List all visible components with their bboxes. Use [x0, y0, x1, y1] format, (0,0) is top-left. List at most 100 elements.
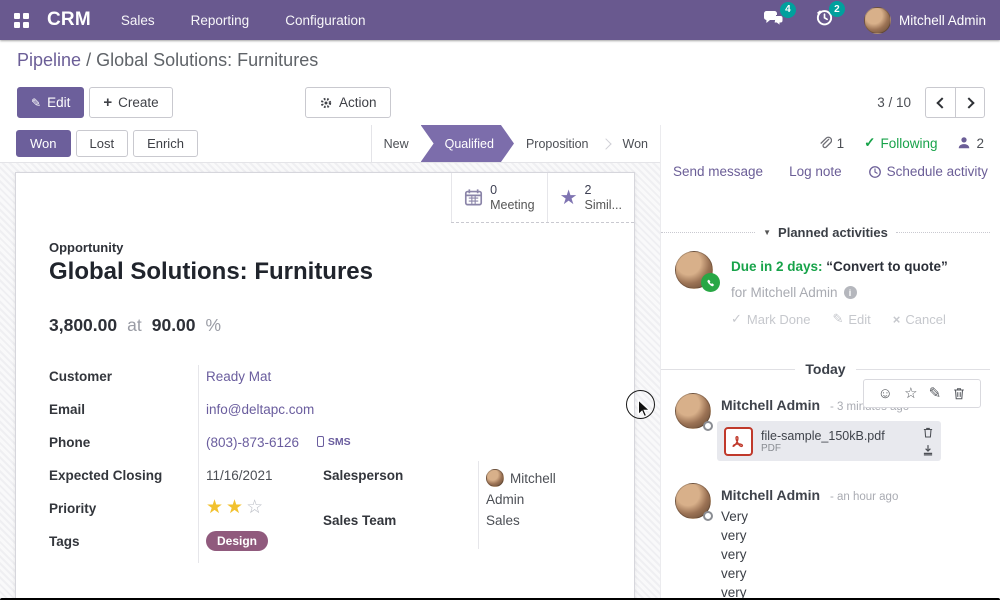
- create-button[interactable]: + Create: [89, 87, 173, 118]
- dotted-line: [661, 232, 756, 233]
- today-divider: Today: [661, 361, 991, 377]
- similar-label: Simil...: [584, 197, 623, 212]
- pager-next-button[interactable]: [955, 87, 985, 118]
- menu-sales[interactable]: Sales: [120, 12, 155, 28]
- pager-count: 3 / 10: [877, 95, 911, 110]
- log-note-button[interactable]: Log note: [789, 164, 842, 179]
- meeting-count: 0: [490, 182, 498, 197]
- activity-cancel-button[interactable]: × Cancel: [892, 311, 946, 327]
- message-hover-toolbar: ☺ ☆ ✎: [863, 379, 981, 408]
- chatter-panel: 1 ✓ Following 2 Send message Log note Sc…: [660, 125, 1000, 600]
- star-empty-icon[interactable]: ☆: [246, 497, 267, 518]
- stage-won[interactable]: Won: [622, 136, 648, 151]
- apps-grid-icon[interactable]: [14, 12, 29, 28]
- sales-team-value[interactable]: Sales: [486, 513, 520, 528]
- message-body-line: Very: [721, 509, 749, 524]
- star-icon: ★: [559, 186, 578, 209]
- breadcrumb-current: Global Solutions: Furnitures: [96, 50, 319, 70]
- message-time: - an hour ago: [829, 491, 899, 503]
- mouse-cursor-icon: [637, 399, 651, 418]
- salesperson-value[interactable]: Mitchell Admin: [486, 469, 556, 507]
- mark-lost-button[interactable]: Lost: [75, 130, 129, 157]
- form-sheet: 0 Meeting ★ 2 Simil... Opportunity Globa…: [15, 172, 635, 600]
- planned-activities-toggle[interactable]: ▼ Planned activities: [763, 225, 888, 240]
- phone-value[interactable]: (803)-873-6126 SMS: [206, 435, 351, 450]
- priority-stars[interactable]: ★★☆: [206, 496, 266, 519]
- menu-reporting[interactable]: Reporting: [190, 12, 250, 28]
- action-button[interactable]: Action: [305, 87, 391, 118]
- phone-label: Phone: [49, 435, 91, 450]
- statusbar: Won Lost Enrich New Qualified Propositio…: [0, 125, 660, 163]
- star-filled-icon[interactable]: ★: [206, 497, 227, 518]
- attachment-card[interactable]: file-sample_150kB.pdf PDF: [717, 421, 941, 461]
- today-label: Today: [805, 361, 846, 377]
- pager-previous-button[interactable]: [925, 87, 955, 118]
- user-menu[interactable]: Mitchell Admin: [863, 6, 986, 34]
- schedule-activity-button[interactable]: Schedule activity: [868, 164, 988, 179]
- stage-new[interactable]: New: [383, 136, 409, 151]
- message-body-line: very: [721, 547, 747, 562]
- person-icon: [959, 137, 970, 149]
- priority-label: Priority: [49, 501, 97, 516]
- mark-done-button[interactable]: ✓ Mark Done: [731, 311, 811, 327]
- following-button[interactable]: ✓ Following: [864, 135, 938, 151]
- control-panel: Pipeline / Global Solutions: Furnitures …: [0, 40, 1000, 125]
- message-body-line: very: [721, 566, 747, 581]
- send-message-button[interactable]: Send message: [673, 164, 764, 179]
- delete-attachment-icon[interactable]: [922, 426, 934, 439]
- form-column: Won Lost Enrich New Qualified Propositio…: [0, 125, 660, 600]
- field-separator-line-right: [478, 461, 479, 549]
- pager: 3 / 10: [877, 87, 985, 118]
- activity-due: Due in 2 days:: [731, 259, 823, 274]
- attachment-filename: file-sample_150kB.pdf: [761, 428, 885, 443]
- app-name[interactable]: CRM: [47, 9, 91, 30]
- activity-actions: ✓ Mark Done ✎ Edit × Cancel: [731, 311, 946, 327]
- similar-leads-stat-button[interactable]: ★ 2 Simil...: [546, 173, 634, 222]
- clock-icon: [868, 165, 881, 178]
- edit-message-icon[interactable]: ✎: [928, 385, 942, 402]
- stage-proposition[interactable]: Proposition: [525, 136, 589, 151]
- opportunity-title: Global Solutions: Furnitures: [49, 258, 373, 285]
- tag-design[interactable]: Design: [206, 531, 269, 551]
- mark-won-button[interactable]: Won: [16, 130, 71, 157]
- status-ring-icon: [703, 511, 713, 521]
- menu-configuration[interactable]: Configuration: [285, 12, 366, 28]
- message-body-line: very: [721, 528, 747, 543]
- emoji-reaction-icon[interactable]: ☺: [877, 385, 893, 402]
- gear-icon: [320, 97, 332, 108]
- sms-button[interactable]: SMS: [316, 436, 351, 448]
- stat-buttons: 0 Meeting ★ 2 Simil...: [451, 173, 634, 223]
- form-background: 0 Meeting ★ 2 Simil... Opportunity Globa…: [0, 163, 660, 600]
- edit-button[interactable]: ✎ Edit: [17, 87, 85, 118]
- activity-due-line: Due in 2 days: “Convert to quote”: [731, 259, 948, 274]
- messages-menu[interactable]: 4: [763, 1, 796, 32]
- download-attachment-icon[interactable]: [922, 444, 934, 456]
- pencil-icon: ✎: [832, 311, 844, 326]
- activity-edit-button[interactable]: ✎ Edit: [832, 311, 871, 327]
- message-body-line: very: [721, 585, 747, 600]
- activities-menu[interactable]: 2: [815, 1, 845, 32]
- user-avatar: [863, 6, 891, 34]
- delete-message-icon[interactable]: [952, 386, 966, 401]
- star-filled-icon[interactable]: ★: [226, 497, 247, 518]
- expected-closing-value[interactable]: 11/16/2021: [206, 468, 273, 483]
- breadcrumb-pipeline[interactable]: Pipeline: [17, 50, 82, 70]
- planned-activities-header: ▼ Planned activities: [661, 225, 990, 240]
- message-author[interactable]: Mitchell Admin: [721, 397, 821, 413]
- customer-value[interactable]: Ready Mat: [206, 369, 272, 384]
- activity-summary: “Convert to quote”: [826, 259, 948, 274]
- meetings-stat-button[interactable]: 0 Meeting: [451, 173, 546, 222]
- email-value[interactable]: info@deltapc.com: [206, 402, 315, 417]
- stage-qualified[interactable]: Qualified: [421, 125, 514, 162]
- salesperson-label: Salesperson: [323, 468, 404, 483]
- attachments-button[interactable]: 1: [818, 136, 844, 151]
- enrich-button[interactable]: Enrich: [133, 130, 198, 157]
- check-icon: ✓: [731, 311, 742, 326]
- salesperson-avatar: [486, 469, 504, 487]
- user-name: Mitchell Admin: [898, 12, 986, 28]
- message-author[interactable]: Mitchell Admin: [721, 487, 821, 503]
- dotted-line: [895, 232, 990, 233]
- followers-button[interactable]: 2: [957, 136, 984, 151]
- top-navbar: CRM Sales Reporting Configuration 4 2 Mi…: [0, 0, 1000, 40]
- favorite-star-icon[interactable]: ☆: [904, 385, 918, 402]
